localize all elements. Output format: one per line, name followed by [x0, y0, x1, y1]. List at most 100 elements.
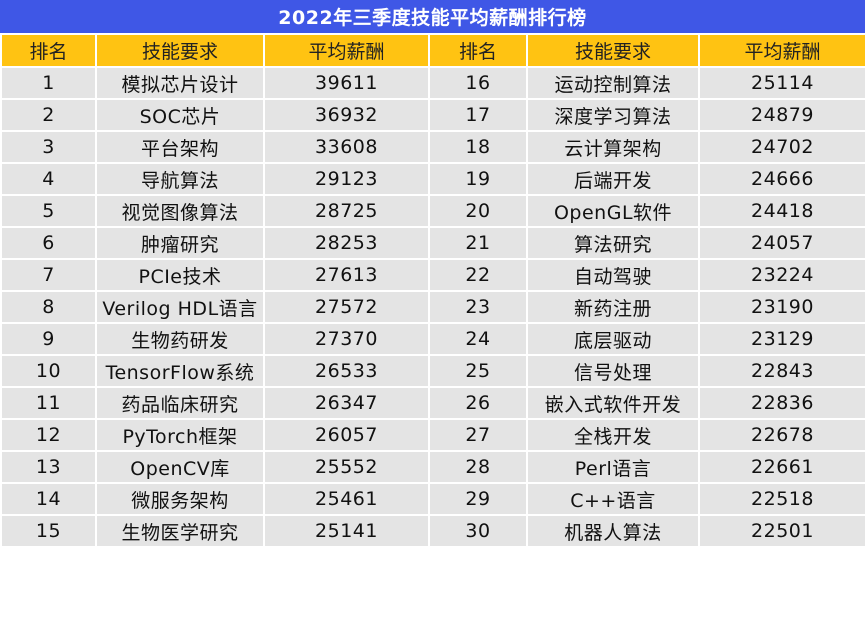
salary-cell: 22678 — [698, 418, 865, 452]
skill-cell: 新药注册 — [526, 290, 700, 324]
table-row: 11 药品临床研究 26347 26 嵌入式软件开发 22836 — [0, 386, 865, 420]
salary-cell: 29123 — [263, 162, 430, 196]
header-rank: 排名 — [428, 33, 528, 68]
rank-cell: 20 — [428, 194, 528, 228]
skill-cell: Perl语言 — [526, 450, 700, 484]
rank-cell: 10 — [0, 354, 97, 388]
rank-cell: 2 — [0, 98, 97, 132]
rank-cell: 15 — [0, 514, 97, 548]
salary-ranking-table: 排名 技能要求 平均薪酬 排名 技能要求 平均薪酬 1 模拟芯片设计 39611 16… — [0, 33, 865, 548]
salary-ranking-table-container: 2022年三季度技能平均薪酬排行榜 排名 技能要求 平均薪酬 排名 技能要求 平… — [0, 0, 865, 548]
skill-cell: PyTorch框架 — [95, 418, 265, 452]
rank-cell: 12 — [0, 418, 97, 452]
salary-cell: 36932 — [263, 98, 430, 132]
header-rank: 排名 — [0, 33, 97, 68]
salary-cell: 24057 — [698, 226, 865, 260]
skill-cell: 模拟芯片设计 — [95, 66, 265, 100]
skill-cell: 嵌入式软件开发 — [526, 386, 700, 420]
rank-cell: 25 — [428, 354, 528, 388]
rank-cell: 11 — [0, 386, 97, 420]
salary-cell: 39611 — [263, 66, 430, 100]
rank-cell: 19 — [428, 162, 528, 196]
salary-cell: 33608 — [263, 130, 430, 164]
table-row: 12 PyTorch框架 26057 27 全栈开发 22678 — [0, 418, 865, 452]
skill-cell: 算法研究 — [526, 226, 700, 260]
salary-cell: 23224 — [698, 258, 865, 292]
skill-cell: 导航算法 — [95, 162, 265, 196]
salary-cell: 26347 — [263, 386, 430, 420]
skill-cell: TensorFlow系统 — [95, 354, 265, 388]
salary-cell: 26533 — [263, 354, 430, 388]
salary-cell: 27370 — [263, 322, 430, 356]
salary-cell: 27572 — [263, 290, 430, 324]
salary-cell: 22518 — [698, 482, 865, 516]
rank-cell: 4 — [0, 162, 97, 196]
salary-cell: 23190 — [698, 290, 865, 324]
rank-cell: 26 — [428, 386, 528, 420]
table-row: 14 微服务架构 25461 29 C++语言 22518 — [0, 482, 865, 516]
rank-cell: 7 — [0, 258, 97, 292]
skill-cell: Verilog HDL语言 — [95, 290, 265, 324]
salary-cell: 28725 — [263, 194, 430, 228]
skill-cell: OpenGL软件 — [526, 194, 700, 228]
salary-cell: 25114 — [698, 66, 865, 100]
skill-cell: 信号处理 — [526, 354, 700, 388]
rank-cell: 21 — [428, 226, 528, 260]
rank-cell: 28 — [428, 450, 528, 484]
rank-cell: 18 — [428, 130, 528, 164]
salary-cell: 22501 — [698, 514, 865, 548]
salary-cell: 24879 — [698, 98, 865, 132]
rank-cell: 24 — [428, 322, 528, 356]
skill-cell: 药品临床研究 — [95, 386, 265, 420]
skill-cell: OpenCV库 — [95, 450, 265, 484]
table-row: 1 模拟芯片设计 39611 16 运动控制算法 25114 — [0, 66, 865, 100]
skill-cell: 生物药研发 — [95, 322, 265, 356]
table-row: 6 肿瘤研究 28253 21 算法研究 24057 — [0, 226, 865, 260]
salary-cell: 24702 — [698, 130, 865, 164]
skill-cell: 微服务架构 — [95, 482, 265, 516]
skill-cell: SOC芯片 — [95, 98, 265, 132]
skill-cell: 深度学习算法 — [526, 98, 700, 132]
skill-cell: 后端开发 — [526, 162, 700, 196]
header-skill: 技能要求 — [526, 33, 700, 68]
skill-cell: 机器人算法 — [526, 514, 700, 548]
salary-cell: 22836 — [698, 386, 865, 420]
skill-cell: 生物医学研究 — [95, 514, 265, 548]
skill-cell: 平台架构 — [95, 130, 265, 164]
rank-cell: 5 — [0, 194, 97, 228]
header-salary: 平均薪酬 — [263, 33, 430, 68]
table-row: 4 导航算法 29123 19 后端开发 24666 — [0, 162, 865, 196]
skill-cell: 自动驾驶 — [526, 258, 700, 292]
skill-cell: C++语言 — [526, 482, 700, 516]
table-row: 9 生物药研发 27370 24 底层驱动 23129 — [0, 322, 865, 356]
rank-cell: 6 — [0, 226, 97, 260]
table-row: 2 SOC芯片 36932 17 深度学习算法 24879 — [0, 98, 865, 132]
salary-cell: 24418 — [698, 194, 865, 228]
rank-cell: 22 — [428, 258, 528, 292]
table-row: 10 TensorFlow系统 26533 25 信号处理 22843 — [0, 354, 865, 388]
table-row: 3 平台架构 33608 18 云计算架构 24702 — [0, 130, 865, 164]
rank-cell: 23 — [428, 290, 528, 324]
rank-cell: 13 — [0, 450, 97, 484]
table-row: 7 PCIe技术 27613 22 自动驾驶 23224 — [0, 258, 865, 292]
skill-cell: PCIe技术 — [95, 258, 265, 292]
skill-cell: 肿瘤研究 — [95, 226, 265, 260]
rank-cell: 1 — [0, 66, 97, 100]
salary-cell: 26057 — [263, 418, 430, 452]
salary-cell: 24666 — [698, 162, 865, 196]
header-salary: 平均薪酬 — [698, 33, 865, 68]
skill-cell: 云计算架构 — [526, 130, 700, 164]
skill-cell: 底层驱动 — [526, 322, 700, 356]
table-row: 5 视觉图像算法 28725 20 OpenGL软件 24418 — [0, 194, 865, 228]
salary-cell: 25461 — [263, 482, 430, 516]
salary-cell: 22661 — [698, 450, 865, 484]
skill-cell: 全栈开发 — [526, 418, 700, 452]
salary-cell: 25141 — [263, 514, 430, 548]
rank-cell: 3 — [0, 130, 97, 164]
rank-cell: 16 — [428, 66, 528, 100]
rank-cell: 27 — [428, 418, 528, 452]
skill-cell: 视觉图像算法 — [95, 194, 265, 228]
skill-cell: 运动控制算法 — [526, 66, 700, 100]
salary-cell: 25552 — [263, 450, 430, 484]
table-row: 13 OpenCV库 25552 28 Perl语言 22661 — [0, 450, 865, 484]
